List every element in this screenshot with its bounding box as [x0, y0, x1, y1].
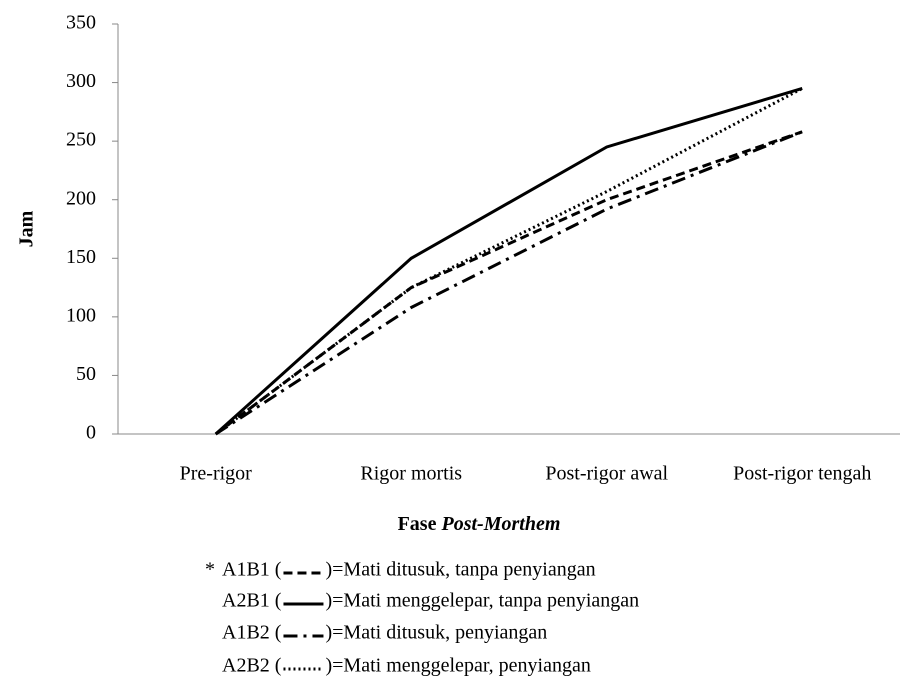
legend-name: A2B1 — [222, 590, 270, 612]
legend-bracket: ( — [275, 559, 282, 581]
legend-description: =Mati menggelepar, tanpa penyiangan — [332, 590, 639, 612]
x-axis-label-italic: Post-Morthem — [440, 513, 560, 535]
y-tick-label: 300 — [66, 70, 96, 92]
x-axis-label: Fase Post-Morthem — [398, 513, 561, 535]
y-tick-label: 150 — [66, 246, 96, 268]
y-tick-label: 200 — [66, 187, 96, 209]
legend-description: =Mati menggelepar, penyiangan — [332, 655, 591, 677]
legend-bracket: ( — [275, 622, 282, 644]
legend-description: =Mati ditusuk, penyiangan — [332, 622, 547, 644]
y-tick-label: 250 — [66, 129, 96, 151]
legend-bracket: ( — [275, 590, 282, 612]
y-axis-label: Jam — [16, 210, 38, 247]
legend-description: =Mati ditusuk, tanpa penyiangan — [332, 559, 595, 581]
y-tick-label: 0 — [86, 422, 96, 444]
x-tick-label: Post-rigor awal — [545, 463, 668, 485]
legend-bracket: ) — [325, 622, 332, 644]
x-tick-label: Rigor mortis — [360, 463, 462, 485]
legend-name: A2B2 — [222, 655, 270, 677]
series-line — [214, 130, 803, 436]
series-line — [214, 87, 803, 436]
y-tick-label: 350 — [66, 12, 96, 34]
legend-name: A1B1 — [222, 559, 270, 581]
x-tick-label: Pre-rigor — [180, 463, 253, 485]
series-line — [214, 130, 803, 436]
legend-bracket: ) — [325, 559, 332, 581]
y-tick-label: 50 — [76, 363, 96, 385]
x-axis-label-text: Fase — [398, 513, 437, 535]
legend-name: A1B2 — [222, 622, 270, 644]
y-tick-label: 100 — [66, 304, 96, 326]
legend-bracket: ( — [275, 655, 282, 677]
legend-bracket: ) — [325, 590, 332, 612]
legend-note: * — [205, 559, 215, 581]
series-line — [214, 86, 803, 436]
legend-bracket: ) — [325, 655, 332, 677]
x-tick-label: Post-rigor tengah — [733, 463, 871, 485]
